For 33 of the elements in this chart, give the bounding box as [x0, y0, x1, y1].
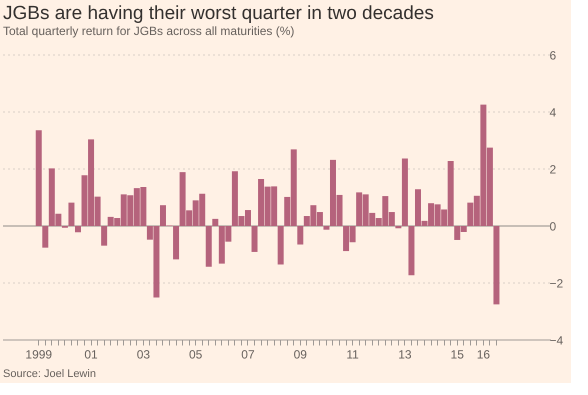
y-tick-label: 2	[550, 162, 556, 176]
chart-title: JGBs are having their worst quarter in two decades	[3, 3, 434, 24]
bar	[323, 226, 330, 230]
bar	[42, 226, 48, 248]
y-tick-label: −4	[550, 334, 564, 348]
y-tick-label: −2	[550, 276, 564, 290]
source-note: Source: Joel Lewin	[3, 368, 96, 380]
bar	[408, 226, 414, 276]
x-tick-label: 13	[398, 348, 412, 362]
bar	[493, 226, 500, 304]
bar	[206, 226, 212, 267]
y-tick-label: 6	[550, 48, 556, 62]
x-tick-label: 07	[241, 348, 255, 362]
bar	[278, 226, 284, 264]
bar	[68, 202, 74, 226]
x-tick-label: 01	[84, 348, 98, 362]
x-tick-label: 05	[188, 348, 203, 362]
bar	[173, 226, 180, 260]
x-tick-label: 03	[136, 348, 150, 362]
bar	[297, 226, 304, 245]
x-tick-label: 11	[346, 348, 360, 362]
bar	[252, 226, 258, 252]
bar	[74, 226, 81, 232]
bar	[402, 158, 408, 226]
y-tick-label: 4	[550, 106, 556, 120]
x-tick-label: 15	[450, 348, 464, 362]
x-tick-label: 1999	[25, 348, 52, 362]
chart-subtitle: Total quarterly return for JGBs across all maturities (%)	[3, 24, 294, 38]
x-tick-label: 16	[476, 348, 490, 362]
bar	[212, 218, 218, 226]
x-tick-label: 09	[294, 348, 308, 362]
bar	[101, 226, 108, 246]
bar	[36, 130, 42, 226]
